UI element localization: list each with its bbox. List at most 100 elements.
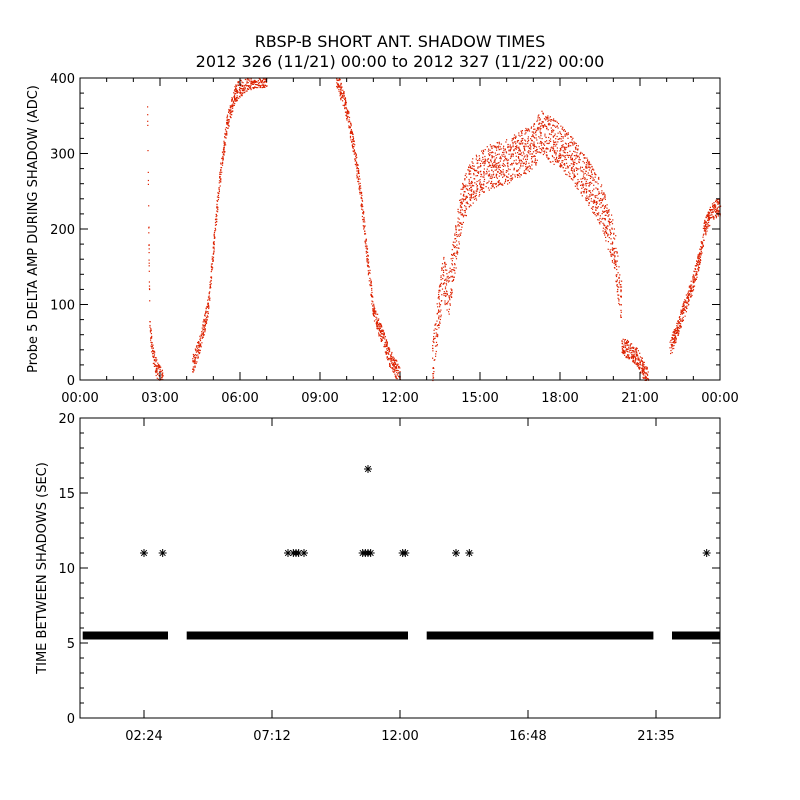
delta-amp-point [467,185,469,187]
delta-amp-point [222,158,224,161]
delta-amp-point [363,228,365,230]
delta-amp-point [613,228,615,230]
delta-amp-point [547,129,549,131]
delta-amp-point [218,188,220,190]
delta-amp-point [574,151,576,153]
delta-amp-point [582,183,584,185]
delta-amp-point [680,319,682,321]
delta-amp-point [625,348,628,350]
delta-amp-point [695,265,698,267]
delta-amp-point [498,179,500,182]
delta-amp-point [704,230,706,232]
y-tick-label: 20 [58,412,75,427]
delta-amp-point [618,282,620,284]
delta-amp-point [519,150,521,152]
delta-amp-point [672,334,674,337]
delta-amp-point [517,174,519,176]
delta-amp-point [624,342,626,344]
delta-amp-point [376,320,378,323]
delta-amp-point [354,163,356,165]
delta-amp-point [611,247,614,249]
delta-amp-point [483,172,485,174]
delta-amp-point [601,192,603,194]
delta-amp-point [584,178,586,181]
delta-amp-point [518,172,520,175]
delta-amp-point [675,337,677,339]
delta-amp-point [571,159,574,161]
delta-amp-plot-frame [79,77,721,381]
delta-amp-point [192,353,194,356]
delta-amp-point [478,159,480,161]
delta-amp-point [231,98,233,100]
delta-amp-point [509,168,511,171]
delta-amp-point [635,363,637,365]
delta-amp-point [673,338,675,340]
delta-amp-point [509,178,511,180]
delta-amp-point [464,186,466,188]
delta-amp-point [363,216,365,219]
delta-amp-point [394,370,396,372]
delta-amp-point [439,285,441,287]
delta-amp-point [564,133,566,135]
delta-amp-point [578,157,580,159]
delta-amp-point [524,146,526,148]
delta-amp-point [358,185,361,187]
delta-amp-point [381,339,383,342]
delta-amp-point [449,267,451,269]
delta-amp-point [639,366,641,368]
delta-amp-point [194,362,196,365]
delta-amp-point [248,85,250,87]
delta-amp-point [207,302,209,304]
delta-amp-point [495,176,497,178]
delta-amp-point [371,295,373,298]
delta-amp-point [564,158,566,161]
delta-amp-point [492,185,494,187]
delta-amp-point [587,159,589,161]
delta-amp-point [521,132,523,135]
delta-amp-point [532,131,535,133]
delta-amp-point [344,102,346,104]
delta-amp-point [533,155,535,158]
delta-amp-point [458,247,460,249]
delta-amp-point [596,202,598,204]
delta-amp-point [488,170,490,172]
delta-amp-point [599,223,601,225]
delta-amp-point [640,364,642,366]
delta-amp-point [254,86,257,88]
delta-amp-point [236,97,238,99]
delta-amp-axis-ticks: 00:00 03:00 06:00 09:00 12:00 15:00 18:00 21:00… [50,72,739,406]
delta-amp-point [219,176,221,178]
delta-amp-point [717,206,720,208]
delta-amp-point [381,329,383,331]
delta-amp-point [540,132,542,134]
delta-amp-point [357,179,359,181]
delta-amp-point [699,258,701,261]
delta-amp-point [393,357,395,359]
delta-amp-point [193,370,195,372]
delta-amp-point [641,364,643,366]
delta-amp-point [581,166,583,168]
delta-amp-point [454,238,456,240]
delta-amp-point [469,184,471,186]
delta-amp-point [674,331,676,333]
delta-amp-point [354,152,356,154]
delta-amp-point [226,122,228,124]
delta-amp-point [680,320,682,322]
delta-amp-point [148,227,150,229]
delta-amp-point [201,331,203,333]
delta-amp-point [687,300,689,303]
delta-amp-point [582,186,584,188]
delta-amp-point [512,145,514,147]
x-tick-label: 02:24 [125,729,162,744]
delta-amp-point [336,82,338,84]
delta-amp-point [482,176,484,178]
delta-amp-point [635,358,637,360]
delta-amp-point [637,350,639,352]
delta-amp-point [536,151,538,153]
delta-amp-point [462,184,464,186]
delta-amp-point [608,221,610,223]
delta-amp-point [542,126,544,128]
delta-amp-point [433,338,435,340]
delta-amp-point [352,133,354,135]
delta-amp-point [677,332,679,334]
